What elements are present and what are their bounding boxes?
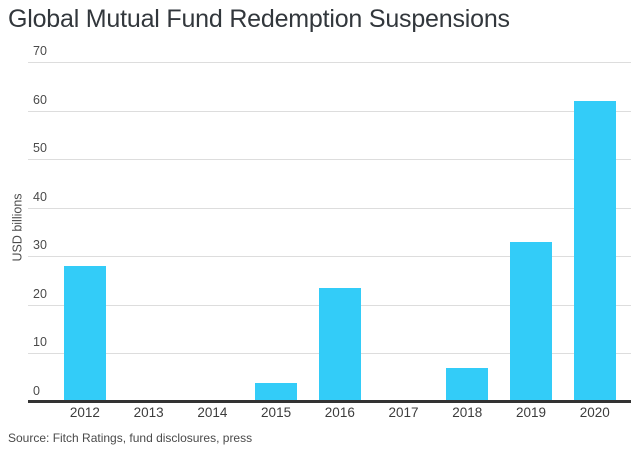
y-tick-label: 40 — [33, 189, 47, 204]
y-tick-label: 10 — [33, 335, 47, 350]
y-axis-title: USD billions — [10, 193, 25, 262]
bar-2018 — [446, 368, 489, 402]
bar-2016 — [318, 287, 361, 402]
bar-2012 — [63, 266, 106, 402]
x-tick-label: 2013 — [133, 405, 164, 420]
y-tick-label: 20 — [33, 286, 47, 301]
y-tick-label: 70 — [33, 44, 47, 58]
chart-title: Global Mutual Fund Redemption Suspension… — [8, 5, 510, 33]
x-tick-label: 2019 — [516, 405, 547, 420]
y-tick-label: 60 — [33, 92, 47, 107]
x-tick-label: 2015 — [261, 405, 292, 420]
y-tick-label: 30 — [33, 238, 47, 253]
x-axis-line — [28, 400, 631, 403]
bar-2019 — [510, 241, 553, 402]
bar-2020 — [573, 100, 616, 402]
source-note: Source: Fitch Ratings, fund disclosures,… — [8, 431, 253, 445]
bar-2015 — [255, 382, 298, 402]
x-tick-label: 2012 — [69, 405, 100, 420]
y-tick-label: 0 — [33, 384, 40, 398]
x-tick-label: 2020 — [579, 405, 610, 420]
gridline — [28, 110, 631, 112]
gridline — [28, 256, 631, 258]
x-tick-label: 2017 — [388, 405, 419, 420]
gridline — [28, 159, 631, 161]
x-tick-label: 2014 — [197, 405, 228, 420]
y-tick-label: 50 — [33, 141, 47, 156]
x-tick-label: 2018 — [452, 405, 483, 420]
gridline — [28, 62, 631, 63]
gridline — [28, 207, 631, 209]
plot-area: 0 10 20 30 40 50 60 70 — [28, 44, 631, 402]
x-tick-label: 2016 — [324, 405, 355, 420]
